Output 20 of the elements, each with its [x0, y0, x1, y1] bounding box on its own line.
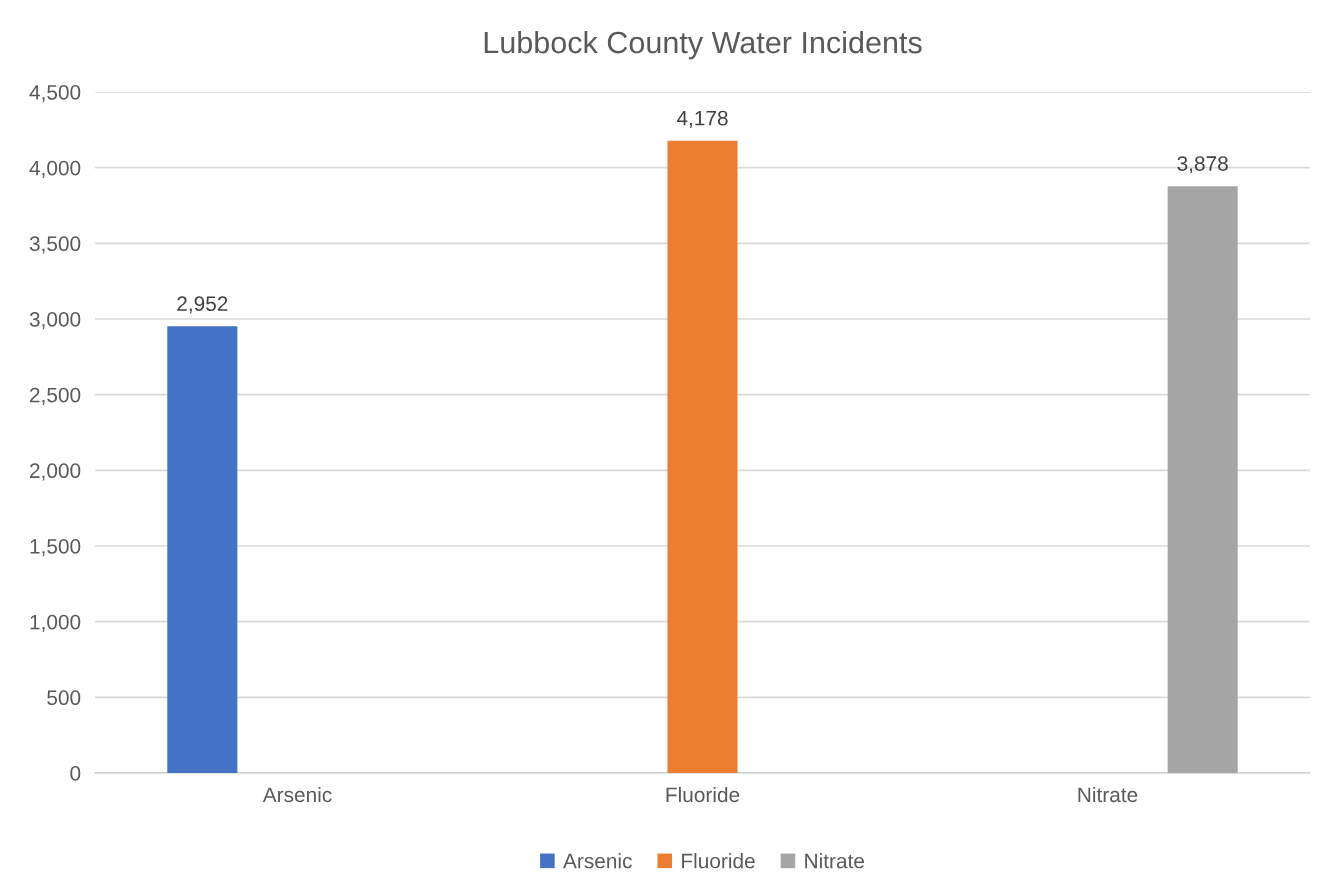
y-tick-label: 2,500: [30, 387, 81, 405]
legend-label: Fluoride: [682, 853, 755, 869]
y-tick-label: 0: [70, 766, 81, 781]
y-tick-label: 4,500: [29, 85, 81, 103]
y-tick-label: 3,000: [29, 312, 81, 330]
y-tick-label: 3,500: [29, 236, 81, 254]
data-label: 4,178: [676, 110, 728, 128]
x-tick-label: Nitrate: [1078, 786, 1138, 803]
data-label: 3,878: [1177, 156, 1228, 174]
x-tick-label: Fluoride: [666, 786, 740, 803]
y-tick-label: 1,000: [30, 614, 81, 632]
x-tick-label: Arsenic: [262, 786, 332, 803]
y-tick-label: 500: [47, 690, 81, 706]
legend-label: Arsenic: [563, 853, 632, 869]
y-tick-label: 2,000: [30, 463, 81, 481]
y-tick-label: 4,000: [29, 160, 81, 178]
data-label: 2,952: [177, 296, 228, 314]
chart-title: Lubbock County Water Incidents: [484, 30, 922, 60]
y-tick-label: 1,500: [30, 539, 81, 557]
legend-label: Nitrate: [805, 853, 864, 869]
